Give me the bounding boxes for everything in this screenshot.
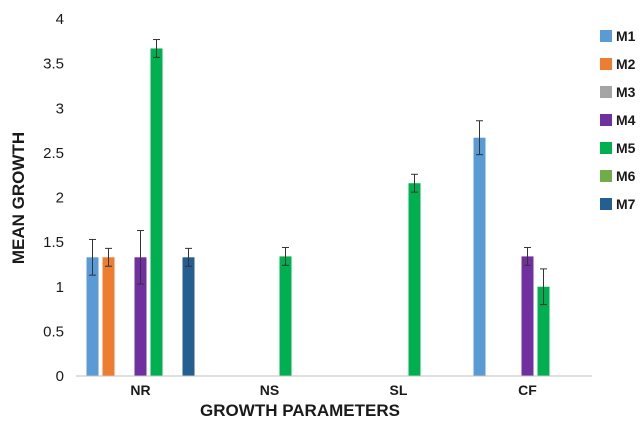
- bar-m1-cf: [473, 137, 486, 376]
- y-tick-label: 0.5: [43, 323, 64, 340]
- legend-item-m3: M3: [600, 84, 636, 100]
- legend: M1 M2 M3 M4 M5 M6 M7: [600, 28, 636, 212]
- x-category-label: SL: [390, 382, 408, 398]
- y-tick-label: 3.5: [43, 56, 64, 73]
- bar-m7-nr: [182, 257, 195, 376]
- legend-item-m7: M7: [600, 196, 636, 212]
- y-tick-label: 1.5: [43, 234, 64, 251]
- bar-m5-cf: [537, 286, 550, 376]
- bar-m1-nr: [86, 257, 99, 376]
- legend-label: M2: [616, 56, 636, 72]
- x-axis-title: GROWTH PARAMETERS: [200, 401, 400, 420]
- y-tick-label: 2: [56, 190, 64, 207]
- y-tick-label: 0: [56, 368, 64, 385]
- error-bar: [105, 247, 112, 267]
- error-bar: [153, 39, 160, 58]
- y-tick-label: 2.5: [43, 145, 64, 162]
- y-axis-title: MEAN GROWTH: [9, 132, 28, 264]
- y-tick-label: 1: [56, 279, 64, 296]
- legend-item-m6: M6: [600, 168, 636, 184]
- bar-m4-nr: [134, 257, 147, 376]
- legend-swatch: [600, 30, 612, 42]
- legend-label: M1: [616, 28, 636, 44]
- error-bar: [540, 268, 547, 306]
- x-category-label: CF: [518, 382, 537, 398]
- bar-m2-nr: [102, 257, 115, 376]
- x-axis-categories: NR NS SL CF: [130, 382, 537, 398]
- legend-item-m5: M5: [600, 140, 636, 156]
- legend-item-m4: M4: [600, 112, 636, 128]
- legend-label: M6: [616, 168, 636, 184]
- legend-label: M4: [616, 112, 636, 128]
- legend-swatch: [600, 58, 612, 70]
- y-axis-ticks: 0 0.5 1 1.5 2 2.5 3 3.5 4: [43, 11, 64, 385]
- error-bar: [89, 238, 96, 276]
- bars: [86, 48, 550, 376]
- legend-swatch: [600, 142, 612, 154]
- bar-m5-nr: [150, 48, 163, 376]
- legend-swatch: [600, 86, 612, 98]
- error-bar: [411, 173, 418, 193]
- legend-item-m2: M2: [600, 56, 636, 72]
- error-bar: [476, 120, 483, 156]
- y-tick-label: 4: [56, 11, 64, 28]
- error-bars: [89, 39, 547, 306]
- bar-m5-ns: [279, 256, 292, 376]
- error-bar: [282, 246, 289, 266]
- legend-swatch: [600, 170, 612, 182]
- y-tick-label: 3: [56, 100, 64, 117]
- error-bar: [524, 246, 531, 266]
- x-category-label: NS: [260, 382, 279, 398]
- legend-label: M3: [616, 84, 636, 100]
- legend-swatch: [600, 114, 612, 126]
- legend-label: M7: [616, 196, 636, 212]
- bar-m5-sl: [408, 183, 421, 376]
- legend-swatch: [600, 198, 612, 210]
- legend-item-m1: M1: [600, 28, 636, 44]
- x-category-label: NR: [130, 382, 150, 398]
- error-bar: [185, 247, 192, 267]
- bar-m4-cf: [521, 256, 534, 376]
- error-bar: [137, 230, 144, 285]
- legend-label: M5: [616, 140, 636, 156]
